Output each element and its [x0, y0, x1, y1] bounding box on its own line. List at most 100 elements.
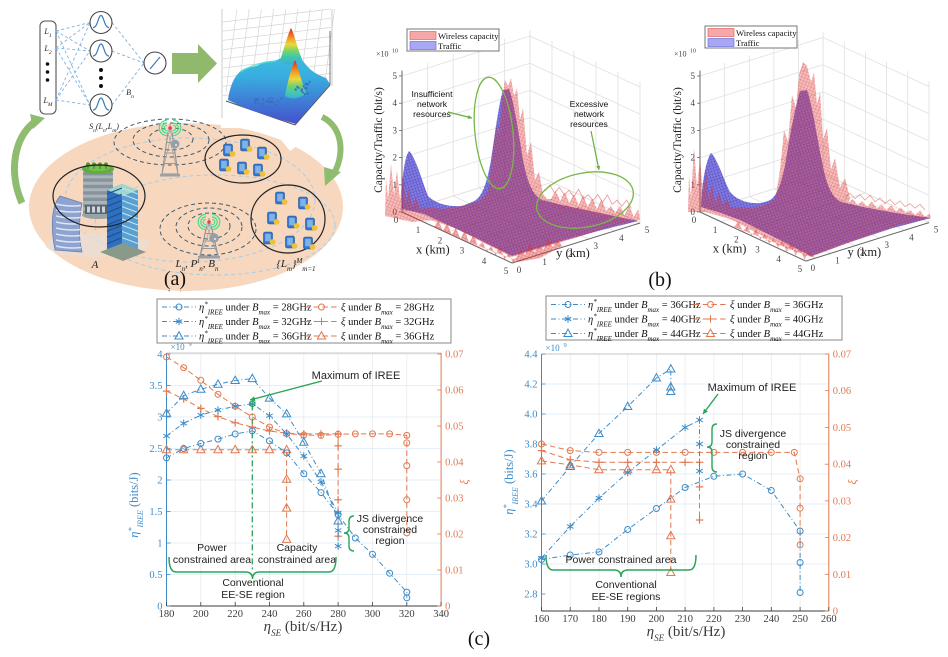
- svg-text:EE-SE regions: EE-SE regions: [592, 591, 661, 603]
- svg-text:1: 1: [835, 255, 840, 265]
- svg-text:2: 2: [568, 249, 573, 259]
- svg-text:5: 5: [934, 225, 939, 235]
- svg-text:10: 10: [690, 49, 696, 55]
- svg-text:(a): (a): [164, 268, 186, 290]
- svg-text:η*IREE under Bmax = 40GHz: η*IREE under Bmax = 40GHz: [588, 313, 701, 329]
- svg-text:5: 5: [645, 225, 650, 235]
- svg-text:250: 250: [792, 614, 808, 625]
- svg-text:0: 0: [394, 215, 399, 225]
- svg-text:Excessive: Excessive: [570, 99, 609, 109]
- svg-text:0: 0: [692, 215, 697, 225]
- svg-text:3.6: 3.6: [524, 470, 537, 481]
- svg-text:ηSE (bit/s/Hz): ηSE (bit/s/Hz): [647, 624, 726, 643]
- svg-text:3.4: 3.4: [524, 500, 538, 511]
- svg-text:constrained: constrained: [363, 524, 417, 536]
- svg-text:2: 2: [157, 476, 162, 487]
- svg-text:3.2: 3.2: [524, 530, 537, 541]
- svg-text:0.5: 0.5: [149, 570, 162, 581]
- svg-text:constrained area: constrained area: [173, 554, 251, 566]
- svg-text:×10: ×10: [376, 50, 389, 59]
- svg-text:200: 200: [193, 609, 209, 620]
- svg-text:region: region: [375, 535, 404, 547]
- svg-text:0.03: 0.03: [833, 496, 851, 507]
- svg-text:Wireless capacity: Wireless capacity: [736, 28, 797, 38]
- svg-text:JS divergence: JS divergence: [720, 428, 787, 440]
- svg-text:190: 190: [620, 614, 636, 625]
- svg-text:5: 5: [691, 71, 696, 81]
- svg-text:2.8: 2.8: [524, 590, 537, 601]
- svg-text:ξ: ξ: [457, 479, 471, 485]
- svg-text:×10: ×10: [546, 343, 561, 353]
- svg-text:5: 5: [393, 71, 398, 81]
- svg-text:ξ under Bmax = 44GHz: ξ under Bmax = 44GHz: [730, 329, 824, 343]
- svg-text:3: 3: [884, 240, 889, 250]
- svg-text:3: 3: [691, 125, 696, 135]
- svg-text:0.02: 0.02: [833, 533, 851, 544]
- svg-text:320: 320: [399, 609, 415, 620]
- svg-text:ηSE (bit/s/Hz): ηSE (bit/s/Hz): [264, 619, 343, 638]
- svg-text:x (km): x (km): [416, 242, 450, 256]
- svg-text:2: 2: [691, 153, 696, 163]
- svg-text:300: 300: [365, 609, 381, 620]
- svg-text:0.06: 0.06: [833, 386, 851, 397]
- svg-text:1: 1: [157, 539, 162, 550]
- svg-text:constrained area: constrained area: [258, 554, 336, 566]
- svg-text:(b): (b): [648, 269, 671, 291]
- svg-text:3: 3: [157, 413, 162, 424]
- svg-text:Power constrained area: Power constrained area: [566, 554, 677, 566]
- svg-text:Traffic: Traffic: [736, 38, 760, 48]
- svg-text:280: 280: [330, 609, 346, 620]
- svg-text:0.04: 0.04: [445, 458, 464, 469]
- svg-text:0: 0: [157, 602, 162, 613]
- svg-text:Capacity/Traffic (bit/s): Capacity/Traffic (bit/s): [672, 87, 684, 193]
- svg-text:x (km): x (km): [713, 242, 747, 256]
- svg-text:0.01: 0.01: [445, 566, 463, 577]
- svg-text:1: 1: [542, 257, 547, 267]
- svg-text:ξ under Bmax = 32GHz: ξ under Bmax = 32GHz: [341, 317, 435, 331]
- svg-text:3.5: 3.5: [149, 381, 162, 392]
- svg-text:5: 5: [798, 264, 803, 274]
- svg-text:Bn: Bn: [126, 88, 134, 100]
- svg-text:Maximum of IREE: Maximum of IREE: [312, 370, 401, 382]
- svg-text:4: 4: [393, 98, 398, 108]
- svg-text:LM: LM: [42, 96, 52, 108]
- svg-text:Traffic: Traffic: [438, 41, 462, 51]
- svg-text:0.02: 0.02: [445, 530, 463, 541]
- svg-text:1: 1: [713, 225, 718, 235]
- svg-text:4.2: 4.2: [524, 380, 537, 391]
- svg-text:×10: ×10: [171, 342, 186, 352]
- svg-text:240: 240: [763, 614, 779, 625]
- svg-text:210: 210: [677, 614, 693, 625]
- svg-text:5: 5: [504, 266, 509, 276]
- svg-text:4: 4: [157, 350, 163, 361]
- svg-text:0.07: 0.07: [833, 350, 851, 361]
- svg-text:η*IREE (bits/J): η*IREE (bits/J): [502, 449, 520, 514]
- svg-text:1: 1: [416, 225, 421, 235]
- svg-text:y (km): y (km): [556, 246, 590, 260]
- svg-text:ξ under Bmax = 36GHz: ξ under Bmax = 36GHz: [730, 300, 824, 314]
- svg-text:10: 10: [392, 49, 398, 55]
- svg-text:9: 9: [189, 341, 192, 348]
- svg-text:0: 0: [517, 265, 522, 275]
- svg-text:220: 220: [706, 614, 722, 625]
- svg-text:1.5: 1.5: [149, 507, 162, 518]
- svg-text:y (km): y (km): [848, 245, 882, 259]
- svg-text:resources: resources: [413, 109, 451, 119]
- svg-text:(c): (c): [468, 628, 490, 650]
- svg-text:η*IREE under Bmax = 32GHz: η*IREE under Bmax = 32GHz: [199, 315, 312, 331]
- svg-text:180: 180: [591, 614, 607, 625]
- svg-text:3: 3: [594, 241, 599, 251]
- svg-text:Capacity: Capacity: [277, 542, 319, 554]
- svg-text:η*IREE (bits/J): η*IREE (bits/J): [127, 472, 145, 537]
- svg-text:ξ under Bmax = 40GHz: ξ under Bmax = 40GHz: [730, 315, 824, 329]
- svg-text:4: 4: [619, 233, 624, 243]
- svg-text:0: 0: [811, 263, 816, 273]
- svg-text:2: 2: [860, 248, 865, 258]
- svg-text:Ln, Ptn, Bn: Ln, Ptn, Bn: [174, 257, 219, 273]
- svg-text:160: 160: [534, 614, 550, 625]
- svg-text:network: network: [417, 99, 448, 109]
- svg-text:region: region: [738, 450, 767, 462]
- svg-text:0.05: 0.05: [833, 423, 851, 434]
- svg-text:2: 2: [734, 235, 739, 245]
- svg-text:200: 200: [649, 614, 665, 625]
